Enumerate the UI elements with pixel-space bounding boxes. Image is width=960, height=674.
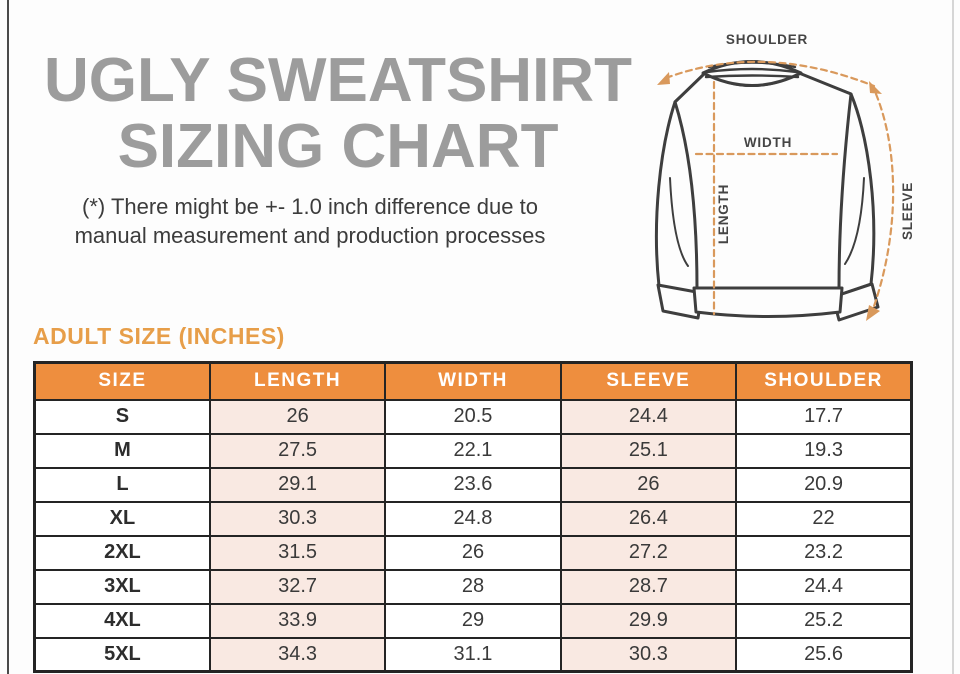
table-row-3xl: 3XL 32.7 28 28.7 24.4	[33, 568, 913, 605]
page-title-line1: UGLY SWEATSHIRT	[44, 46, 632, 115]
col-header-length: LENGTH	[208, 361, 387, 401]
table-row-2xl: 2XL 31.5 26 27.2 23.2	[33, 534, 913, 571]
cell-sleeve: 25.1	[559, 432, 738, 469]
cell-size: L	[33, 466, 211, 503]
photo-edge-left	[7, 0, 9, 674]
sleeve-arrow-icon	[866, 305, 880, 321]
col-header-shoulder: SHOULDER	[735, 361, 913, 401]
cell-shoulder: 24.4	[735, 568, 913, 605]
cell-sleeve: 30.3	[559, 636, 738, 673]
cell-sleeve: 26	[559, 466, 738, 503]
cell-shoulder: 20.9	[735, 466, 913, 503]
col-header-size: SIZE	[33, 361, 211, 401]
table-row-5xl: 5XL 34.3 31.1 30.3 25.6	[33, 636, 913, 673]
sweatshirt-diagram-svg: SHOULDER WIDTH LENGTH SLEEVE	[654, 32, 915, 322]
cell-length: 31.5	[208, 534, 387, 571]
cell-size: XL	[33, 500, 211, 537]
sweatshirt-measurement-diagram: SHOULDER WIDTH LENGTH SLEEVE	[648, 6, 960, 342]
size-table-header: SIZE LENGTH WIDTH SLEEVE SHOULDER	[33, 361, 913, 401]
size-table-body: S 26 20.5 24.4 17.7 M 27.5 22.1 25.1 19.…	[33, 398, 913, 673]
cell-size: 4XL	[33, 602, 211, 639]
table-row-4xl: 4XL 33.9 29 29.9 25.2	[33, 602, 913, 639]
cell-length: 32.7	[208, 568, 387, 605]
measurement-guides	[657, 60, 895, 321]
shoulder-measure-line	[664, 60, 876, 88]
cell-shoulder: 25.2	[735, 602, 913, 639]
cell-length: 33.9	[208, 602, 387, 639]
cell-length: 34.3	[208, 636, 387, 673]
cell-sleeve: 28.7	[559, 568, 738, 605]
disclaimer-text: (*) There might be +- 1.0 inch differenc…	[10, 192, 610, 250]
section-heading: ADULT SIZE (INCHES)	[33, 323, 285, 349]
cell-size: 2XL	[33, 534, 211, 571]
cell-shoulder: 19.3	[735, 432, 913, 469]
cell-shoulder: 23.2	[735, 534, 913, 571]
cell-length: 26	[208, 398, 387, 435]
table-row-m: M 27.5 22.1 25.1 19.3	[33, 432, 913, 469]
col-header-sleeve: SLEEVE	[559, 361, 738, 401]
cell-shoulder: 25.6	[735, 636, 913, 673]
cell-width: 28	[384, 568, 562, 605]
width-label: WIDTH	[744, 135, 792, 150]
disclaimer-line1: (*) There might be +- 1.0 inch differenc…	[82, 194, 538, 219]
page-title: UGLY SWEATSHIRT SIZING CHART	[18, 48, 658, 180]
cell-size: M	[33, 432, 211, 469]
cell-shoulder: 22	[735, 500, 913, 537]
cell-sleeve: 24.4	[559, 398, 738, 435]
cell-width: 31.1	[384, 636, 562, 673]
cell-sleeve: 29.9	[559, 602, 738, 639]
cell-width: 26	[384, 534, 562, 571]
cell-length: 27.5	[208, 432, 387, 469]
table-row-xl: XL 30.3 24.8 26.4 22	[33, 500, 913, 537]
cell-width: 29	[384, 602, 562, 639]
cell-length: 29.1	[208, 466, 387, 503]
sleeve-label: SLEEVE	[900, 182, 915, 240]
size-table: SIZE LENGTH WIDTH SLEEVE SHOULDER S 26 2…	[33, 361, 913, 673]
shoulder-label: SHOULDER	[726, 32, 808, 47]
cell-sleeve: 27.2	[559, 534, 738, 571]
table-row-s: S 26 20.5 24.4 17.7	[33, 398, 913, 435]
photo-edge-right	[952, 0, 954, 674]
cell-width: 22.1	[384, 432, 562, 469]
size-table-container: SIZE LENGTH WIDTH SLEEVE SHOULDER S 26 2…	[33, 361, 913, 673]
shoulder-arrow-left-icon	[657, 72, 670, 85]
cell-shoulder: 17.7	[735, 398, 913, 435]
cell-width: 20.5	[384, 398, 562, 435]
cell-width: 24.8	[384, 500, 562, 537]
col-header-width: WIDTH	[384, 361, 562, 401]
cell-width: 23.6	[384, 466, 562, 503]
cell-size: 5XL	[33, 636, 211, 673]
sweatshirt-outline	[654, 60, 880, 322]
length-label: LENGTH	[716, 184, 731, 244]
disclaimer-line2: manual measurement and production proces…	[74, 223, 546, 248]
cell-size: S	[33, 398, 211, 435]
cell-length: 30.3	[208, 500, 387, 537]
shoulder-arrow-right-icon	[869, 81, 882, 94]
cell-sleeve: 26.4	[559, 500, 738, 537]
cell-size: 3XL	[33, 568, 211, 605]
header-row: SIZE LENGTH WIDTH SLEEVE SHOULDER	[33, 361, 913, 401]
page-title-line2: SIZING CHART	[117, 112, 559, 181]
sleeve-measure-line	[870, 92, 895, 314]
table-row-l: L 29.1 23.6 26 20.9	[33, 466, 913, 503]
